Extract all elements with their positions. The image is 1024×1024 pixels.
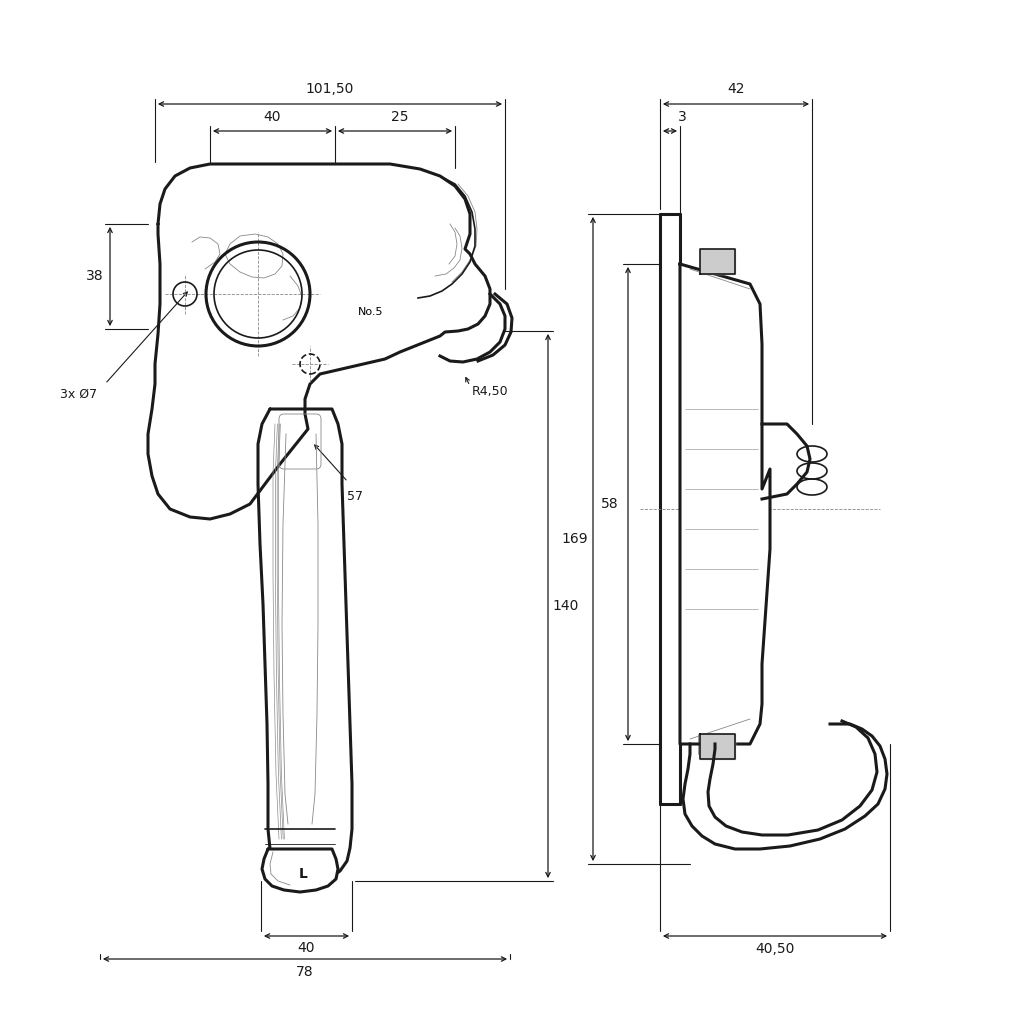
Polygon shape [700,249,735,274]
Text: 38: 38 [86,269,103,284]
Text: 3: 3 [678,110,686,124]
Polygon shape [762,424,810,499]
Text: L: L [299,867,307,881]
Text: 78: 78 [296,965,313,979]
Text: R4,50: R4,50 [472,385,509,398]
Polygon shape [148,164,490,519]
Text: 58: 58 [601,497,618,511]
Text: 40,50: 40,50 [756,942,795,956]
Text: 169: 169 [562,532,589,546]
Text: 42: 42 [727,82,744,96]
Text: No.5: No.5 [358,307,384,317]
Polygon shape [258,409,352,881]
Text: 25: 25 [391,110,409,124]
Text: 57: 57 [347,489,362,503]
Text: 101,50: 101,50 [306,82,354,96]
Text: 40: 40 [264,110,282,124]
Polygon shape [680,264,770,744]
Polygon shape [262,849,338,892]
Text: 40: 40 [298,941,315,955]
Text: 3x Ø7: 3x Ø7 [60,387,97,400]
Text: 140: 140 [553,599,580,613]
Polygon shape [700,734,735,759]
